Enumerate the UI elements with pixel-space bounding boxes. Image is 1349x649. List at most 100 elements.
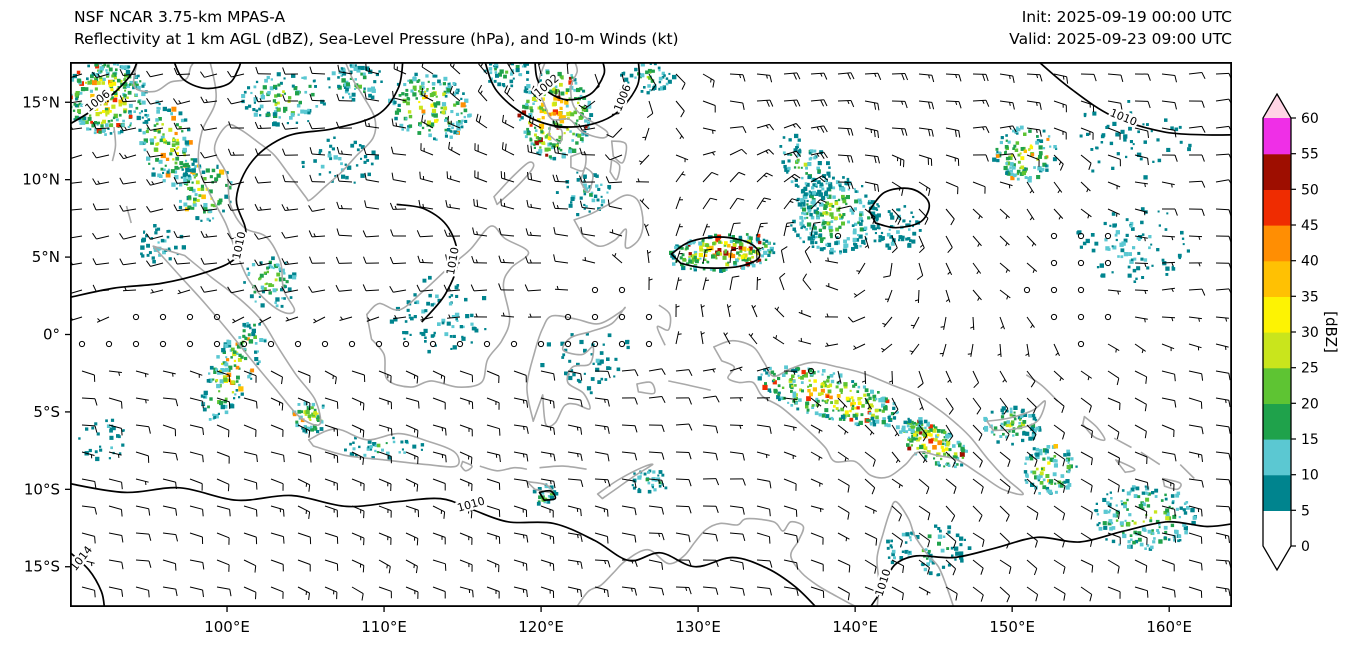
reflectivity-cell [996, 440, 1000, 444]
reflectivity-cell [1163, 525, 1168, 530]
barb-half [1144, 183, 1146, 188]
wind-barb [459, 370, 473, 383]
reflectivity-cell [363, 90, 366, 93]
wind-barb [675, 277, 682, 291]
reflectivity-cell [172, 158, 175, 161]
barb-half [678, 279, 682, 281]
reflectivity-cell [712, 268, 716, 272]
reflectivity-cell [741, 265, 746, 270]
barb-full [530, 85, 535, 93]
reflectivity-cell [198, 166, 202, 169]
reflectivity-cell [742, 246, 747, 251]
reflectivity-cell [649, 71, 652, 74]
reflectivity-cell [144, 113, 147, 117]
reflectivity-cell [927, 551, 931, 555]
reflectivity-cell [452, 334, 456, 338]
reflectivity-cell [810, 156, 813, 160]
reflectivity-cell [767, 242, 771, 245]
reflectivity-cell [136, 115, 141, 121]
reflectivity-cell [456, 88, 460, 93]
reflectivity-cell [191, 162, 195, 166]
wind-barb [591, 340, 599, 348]
reflectivity-cell [374, 155, 379, 160]
reflectivity-cell [856, 390, 860, 393]
barb-staff [1215, 208, 1230, 211]
reflectivity-cell [748, 246, 753, 251]
wind-barb [173, 257, 191, 265]
reflectivity-cell [583, 372, 586, 375]
barb-half [232, 318, 236, 322]
barb-full [309, 256, 313, 264]
barb-full [504, 143, 507, 151]
barb-full [334, 377, 337, 385]
barb-full [553, 227, 556, 235]
reflectivity-cell [418, 101, 421, 104]
wind-barb [638, 154, 650, 165]
barb-half [584, 104, 588, 108]
reflectivity-cell [281, 268, 285, 273]
reflectivity-cell [562, 353, 566, 357]
barb-half [1225, 317, 1228, 322]
barb-half [529, 259, 532, 264]
reflectivity-cell [899, 556, 904, 560]
reflectivity-cell [433, 137, 436, 141]
reflectivity-cell [927, 534, 932, 539]
reflectivity-cell [1125, 233, 1129, 237]
reflectivity-cell [403, 337, 406, 340]
reflectivity-cell [141, 91, 146, 97]
reflectivity-cell [916, 437, 920, 442]
reflectivity-cell [717, 248, 722, 252]
barb-staff [338, 234, 353, 237]
reflectivity-cell [140, 110, 143, 113]
reflectivity-cell [262, 85, 267, 90]
reflectivity-cell [832, 409, 835, 412]
reflectivity-cell [918, 436, 922, 440]
barb-full [498, 283, 502, 291]
barb-staff [1080, 127, 1094, 134]
wind-barb [81, 370, 96, 382]
reflectivity-cell [276, 93, 281, 97]
calm-wind-circle [132, 340, 140, 348]
barb-half [118, 372, 121, 376]
reflectivity-cell [370, 95, 375, 100]
reflectivity-cell [795, 146, 799, 149]
barb-half [816, 153, 820, 157]
barb-staff [1161, 100, 1175, 104]
reflectivity-cell [510, 72, 514, 76]
reflectivity-cell [801, 369, 806, 375]
reflectivity-cell [118, 103, 122, 107]
barb-full [1012, 102, 1015, 110]
reflectivity-cell [788, 138, 792, 142]
barb-half [259, 98, 262, 102]
barb-full [823, 125, 828, 133]
reflectivity-cell [816, 245, 820, 249]
barb-half [395, 122, 398, 127]
barb-full [443, 284, 448, 292]
barb-half [712, 369, 715, 373]
barb-staff [474, 233, 488, 237]
reflectivity-cell [224, 343, 229, 348]
wind-barb [825, 342, 839, 347]
reflectivity-cell [838, 225, 842, 229]
reflectivity-cell [796, 153, 801, 157]
wind-barb [609, 229, 623, 237]
pressure-contour-2 [484, 62, 641, 128]
reflectivity-cell [1012, 166, 1016, 170]
barb-staff [96, 262, 110, 266]
reflectivity-cell [843, 382, 848, 387]
pressure-contour-6 [70, 482, 818, 607]
barb-staff [798, 311, 812, 318]
wind-barb [336, 174, 353, 183]
barb-staff [204, 100, 218, 104]
reflectivity-cell [470, 341, 473, 344]
wind-barb [92, 178, 110, 185]
reflectivity-cell [1049, 479, 1054, 484]
barb-full [847, 182, 851, 190]
reflectivity-cell [89, 89, 93, 93]
reflectivity-cell [91, 123, 96, 128]
reflectivity-cell [941, 448, 946, 453]
reflectivity-cell [918, 417, 923, 422]
reflectivity-cell [426, 89, 429, 92]
reflectivity-cell [928, 549, 931, 553]
wind-barb [1215, 98, 1232, 106]
